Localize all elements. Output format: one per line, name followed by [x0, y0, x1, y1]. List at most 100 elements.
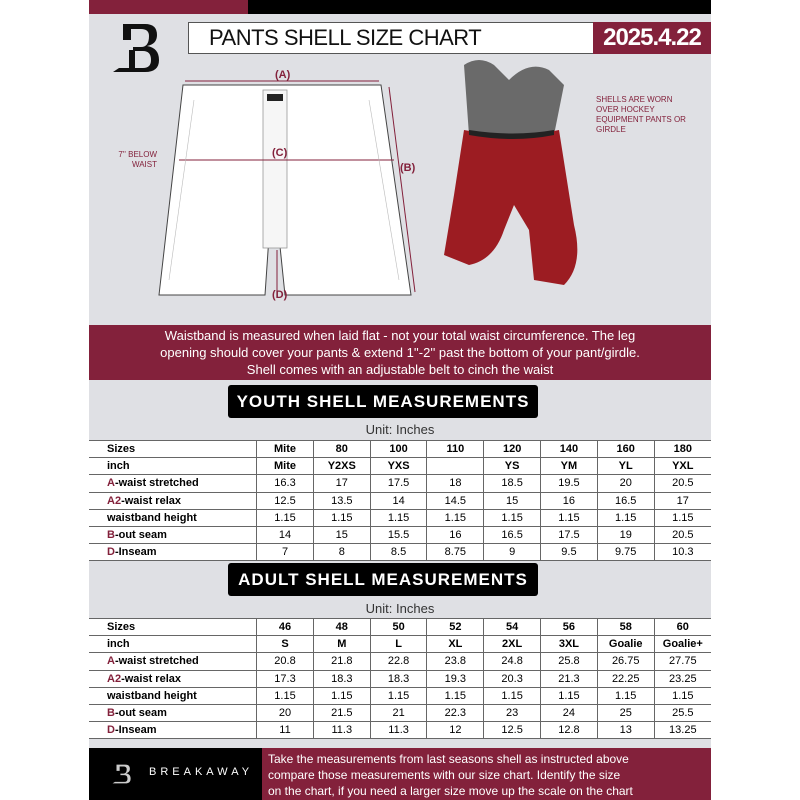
table-row: B-out seam 14 15 15.5 16 16.5 17.5 19 20.5	[89, 525, 711, 545]
row-label-text: -Inseam	[114, 724, 157, 737]
table-cell: 17	[312, 474, 371, 493]
table-cell: 23.25	[653, 669, 711, 688]
table-cell: 16	[426, 525, 485, 545]
row-label-text: -Inseam	[114, 546, 157, 559]
table-cell: 110	[426, 439, 485, 459]
table-cell: YM	[540, 457, 598, 476]
table-cell: 1.15	[483, 686, 542, 705]
label-c: (C)	[272, 147, 288, 159]
table-cell: 1.15	[426, 508, 485, 527]
row-label: A2-waist relax	[89, 491, 258, 510]
table-cell: 1.15	[483, 508, 542, 527]
row-label-prefix: A	[107, 477, 115, 490]
table-cell: L	[369, 635, 428, 654]
table-cell: 11.3	[312, 721, 371, 740]
below-waist-note: 7'' BELOW WAIST	[118, 150, 157, 169]
table-cell: 14	[256, 525, 314, 545]
table-cell: 23	[483, 703, 542, 723]
table-cell: 21.3	[540, 669, 598, 688]
table-cell: 9.5	[540, 543, 598, 562]
chart-date: 2025.4.22	[593, 22, 711, 54]
row-label: inch	[89, 635, 258, 654]
banner-line: Waistband is measured when laid flat - n…	[164, 328, 636, 343]
table-cell: 1.15	[596, 686, 655, 705]
row-label: Sizes	[89, 439, 258, 459]
row-label: D-Inseam	[89, 543, 258, 562]
table-cell: 16.5	[483, 525, 542, 545]
table-cell: 1.15	[540, 686, 598, 705]
adult-size-table: Sizes 46 48 50 52 54 56 58 60 inch S M L XL 2XL 3XL Goal…	[89, 617, 711, 740]
table-cell: 9	[483, 543, 542, 562]
table-cell: 20	[596, 474, 655, 493]
row-label-prefix: A	[107, 655, 115, 668]
table-cell: 23.8	[426, 652, 485, 671]
table-cell: 13.25	[653, 721, 711, 740]
table-cell: 50	[369, 617, 428, 637]
row-label: B-out seam	[89, 703, 258, 723]
row-label: B-out seam	[89, 525, 258, 545]
adult-unit: Unit: Inches	[365, 601, 435, 616]
table-cell: 8.75	[426, 543, 485, 562]
table-cell: Y2XS	[312, 457, 371, 476]
banner-line: Shell comes with an adjustable belt to c…	[246, 362, 554, 377]
breakaway-logo	[113, 24, 159, 72]
table-cell: 11.3	[369, 721, 428, 740]
table-cell: 1.15	[256, 508, 314, 527]
table-cell: 10.3	[653, 543, 711, 562]
table-cell: 12.8	[540, 721, 598, 740]
table-cell: 18.5	[483, 474, 542, 493]
row-label-prefix: A2	[107, 494, 122, 507]
table-cell: 25.8	[540, 652, 598, 671]
table-cell: 15	[483, 491, 542, 510]
table-row: D-Inseam 11 11.3 11.3 12 12.5 12.8 13 13.25	[89, 721, 711, 740]
table-cell: 80	[312, 439, 371, 459]
row-label-text: waistband height	[107, 511, 197, 524]
table-cell: 60	[653, 617, 711, 637]
table-cell: 14.5	[426, 491, 485, 510]
table-cell: 26.75	[596, 652, 655, 671]
table-cell: 12.5	[483, 721, 542, 740]
table-cell: 1.15	[653, 686, 711, 705]
table-row: A2-waist relax 12.5 13.5 14 14.5 15 16 16.5 17	[89, 491, 711, 510]
table-cell: S	[256, 635, 314, 654]
table-cell: 8	[312, 543, 371, 562]
footer-line: Take the measurements from last seasons …	[268, 752, 629, 766]
row-label-text: inch	[107, 460, 130, 473]
table-cell: 180	[653, 439, 711, 459]
table-cell: 14	[369, 491, 428, 510]
table-cell: 12	[426, 721, 485, 740]
pants-diagram	[158, 80, 416, 296]
table-cell: 20.3	[483, 669, 542, 688]
row-label-text: inch	[107, 638, 130, 651]
table-cell: Mite	[256, 439, 314, 459]
table-cell: 17.5	[540, 525, 598, 545]
table-cell: XL	[426, 635, 485, 654]
table-cell: 1.15	[540, 508, 598, 527]
row-label-text: -out seam	[114, 529, 167, 542]
table-cell: 15.5	[369, 525, 428, 545]
table-cell: 15	[312, 525, 371, 545]
top-accent-bar	[89, 0, 248, 14]
row-label-text: Sizes	[107, 621, 136, 634]
table-row: inch S M L XL 2XL 3XL Goalie Goalie+	[89, 635, 711, 654]
table-cell: Mite	[256, 457, 314, 476]
table-cell: 19.5	[540, 474, 598, 493]
table-cell: 100	[369, 439, 428, 459]
top-black-bar	[248, 0, 711, 14]
table-cell: YXL	[653, 457, 711, 476]
row-label-text: -waist stretched	[114, 655, 199, 668]
table-cell: 16.3	[256, 474, 314, 493]
label-a: (A)	[275, 69, 291, 81]
table-cell: M	[312, 635, 371, 654]
row-label-prefix: D	[107, 724, 115, 737]
row-label-text: -waist relax	[121, 494, 181, 507]
table-cell: 8.5	[369, 543, 428, 562]
table-cell: 48	[312, 617, 371, 637]
table-cell: 21.5	[312, 703, 371, 723]
table-cell: 46	[256, 617, 314, 637]
table-cell: 19.3	[426, 669, 485, 688]
table-cell: 3XL	[540, 635, 598, 654]
table-cell: 13.5	[312, 491, 371, 510]
measurement-instructions-banner: Waistband is measured when laid flat - n…	[89, 325, 711, 380]
table-cell: 54	[483, 617, 542, 637]
